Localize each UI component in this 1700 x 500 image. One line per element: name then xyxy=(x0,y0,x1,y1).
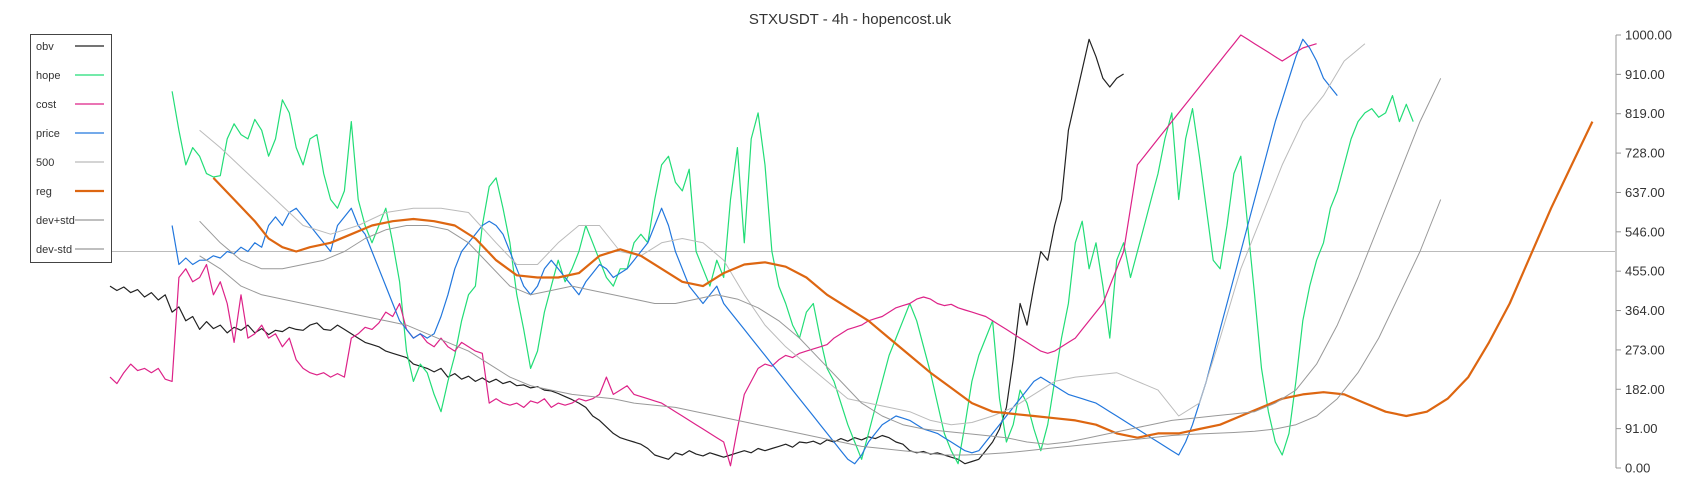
legend-label-500: 500 xyxy=(36,157,54,169)
series-line-hope xyxy=(171,91,1414,465)
legend-label-price: price xyxy=(36,128,60,140)
series-line-reg xyxy=(212,121,1594,439)
y-tick-label: 546.00 xyxy=(1625,224,1665,239)
y-tick-label: 455.00 xyxy=(1625,264,1665,279)
y-tick-label: 1000.00 xyxy=(1625,28,1672,43)
chart-title: STXUSDT - 4h - hopencost.uk xyxy=(748,11,952,28)
series-line-dev-std xyxy=(199,199,1442,456)
legend-label-dev-std: dev+std xyxy=(36,215,75,227)
y-tick-label: 182.00 xyxy=(1625,382,1665,397)
series-line-price xyxy=(171,38,1338,465)
legend-box xyxy=(30,34,112,263)
legend-label-obv: obv xyxy=(36,41,54,53)
series-group xyxy=(109,34,1594,467)
series-line-dev-std xyxy=(199,78,1442,445)
legend-label-hope: hope xyxy=(36,70,60,82)
y-tick-label: 0.00 xyxy=(1625,461,1650,476)
y-axis: 1000.00 910.00 819.00 728.00 637.00 546.00 455… xyxy=(1615,28,1672,476)
y-tick-label: 637.00 xyxy=(1625,185,1665,200)
legend-label-cost: cost xyxy=(36,99,56,111)
y-tick-label: 91.00 xyxy=(1625,421,1658,436)
legend: obv hope cost price 500 reg dev+std dev-std xyxy=(30,34,112,263)
y-tick-label: 364.00 xyxy=(1625,303,1665,318)
series-line-cost xyxy=(109,34,1317,467)
series-line-500 xyxy=(199,43,1366,426)
y-tick-label: 819.00 xyxy=(1625,106,1665,121)
y-tick-label: 273.00 xyxy=(1625,342,1665,357)
y-tick-label: 728.00 xyxy=(1625,146,1665,161)
legend-label-reg: reg xyxy=(36,186,52,198)
y-tick-label: 910.00 xyxy=(1625,67,1665,82)
legend-label-dev-std: dev-std xyxy=(36,244,72,256)
